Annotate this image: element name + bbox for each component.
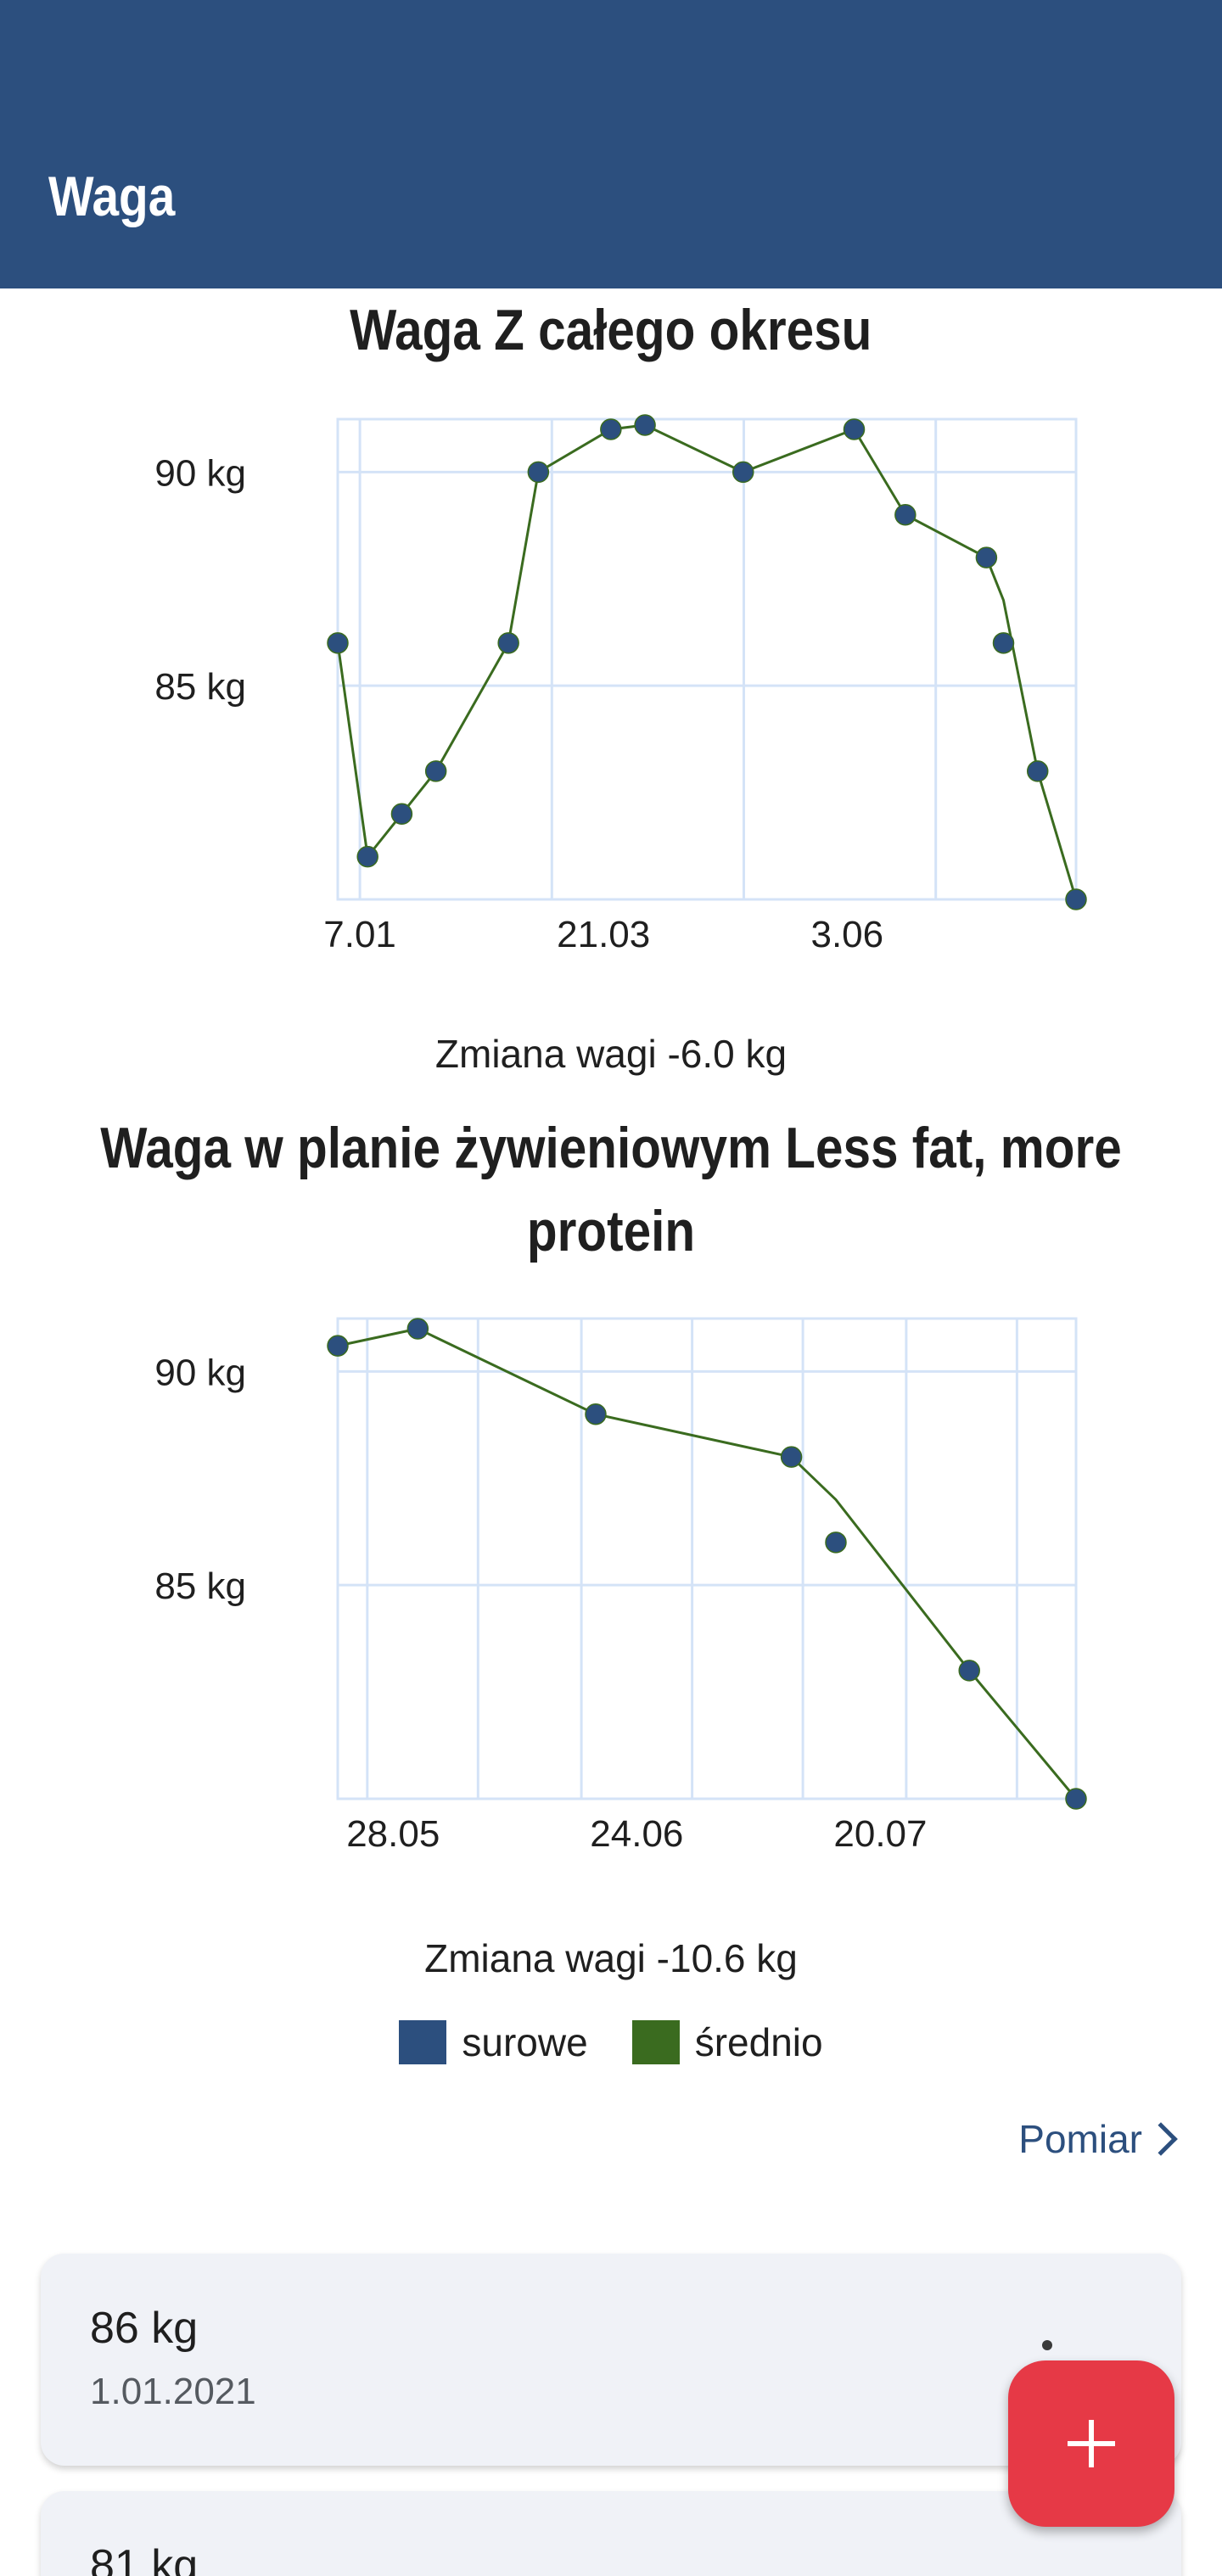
weight-chart-all-time: 90 kg 85 kg 7.01 21.03 3.06 <box>154 414 1087 955</box>
plot-frame <box>336 417 1078 901</box>
data-point-raw <box>975 546 998 568</box>
y-tick-label: 85 kg <box>154 1565 246 1607</box>
legend-label-raw: surowe <box>462 2020 588 2064</box>
entry-weight: 81 kg <box>90 2541 199 2576</box>
x-tick-label: 21.03 <box>557 914 650 955</box>
data-point-raw <box>992 632 1015 654</box>
pomiar-link[interactable]: Pomiar <box>1018 2116 1178 2162</box>
weight-entry-card[interactable]: 81 kg <box>41 2491 1181 2576</box>
data-point-raw <box>327 632 349 654</box>
chart-title-plan: Waga w planie żywieniowym Less fat, more… <box>100 1116 1122 1263</box>
legend-swatch-raw <box>399 2020 447 2064</box>
plot-frame <box>336 1317 1078 1800</box>
x-tick-label: 20.07 <box>833 1813 927 1855</box>
data-point-raw <box>424 760 447 782</box>
entry-date: 1.01.2021 <box>90 2371 256 2412</box>
data-point-raw <box>497 632 519 654</box>
data-point-raw <box>825 1532 847 1554</box>
data-point-raw <box>356 845 378 868</box>
data-point-raw <box>390 803 413 826</box>
data-point-raw <box>327 1335 349 1357</box>
legend-swatch-average <box>631 2020 680 2064</box>
y-tick-label: 90 kg <box>154 1352 246 1393</box>
x-tick-label: 28.05 <box>346 1813 440 1855</box>
weight-entry-card[interactable]: 86 kg 1.01.2021 <box>41 2254 1181 2466</box>
legend-item-raw[interactable]: surowe <box>399 2019 588 2065</box>
entry-weight: 86 kg <box>90 2304 199 2353</box>
data-point-raw <box>732 461 754 484</box>
series-line-average <box>336 423 1078 900</box>
weight-change-all-time: Zmiana wagi -6.0 kg <box>434 1032 788 1076</box>
y-tick-label: 90 kg <box>154 452 246 494</box>
series-line-average <box>337 1327 1078 1800</box>
weight-change-plan: Zmiana wagi -10.6 kg <box>424 1936 798 1980</box>
y-tick-label: 85 kg <box>154 666 246 708</box>
data-point-raw <box>843 418 866 440</box>
data-point-raw <box>1026 760 1049 782</box>
data-point-raw <box>527 461 550 484</box>
data-point-raw <box>894 503 916 526</box>
data-point-raw <box>958 1660 980 1682</box>
chevron-right-icon <box>1144 2122 1178 2156</box>
x-tick-label: 7.01 <box>323 914 396 955</box>
data-point-raw <box>406 1318 429 1340</box>
chart-legend: surowe średnio <box>0 2019 1222 2065</box>
data-point-raw <box>780 1446 803 1468</box>
plus-icon <box>1068 2420 1115 2467</box>
chart-title-all-time: Waga Z całego okresu <box>350 298 872 362</box>
legend-label-average: średnio <box>694 2020 823 2064</box>
weight-chart-plan: 90 kg 85 kg 28.05 24.06 20.07 <box>154 1317 1087 1855</box>
x-tick-label: 3.06 <box>810 914 883 955</box>
data-point-raw <box>634 414 656 436</box>
data-point-raw <box>1065 1788 1087 1810</box>
data-point-raw <box>1065 888 1087 910</box>
data-point-raw <box>600 418 622 440</box>
data-point-raw <box>585 1403 607 1425</box>
x-tick-label: 24.06 <box>590 1813 683 1855</box>
legend-item-average[interactable]: średnio <box>631 2019 823 2065</box>
page-title: Waga <box>48 165 176 227</box>
add-measurement-button[interactable] <box>1008 2360 1174 2527</box>
pomiar-label: Pomiar <box>1018 2117 1142 2161</box>
app-bar: Waga <box>0 0 1222 288</box>
